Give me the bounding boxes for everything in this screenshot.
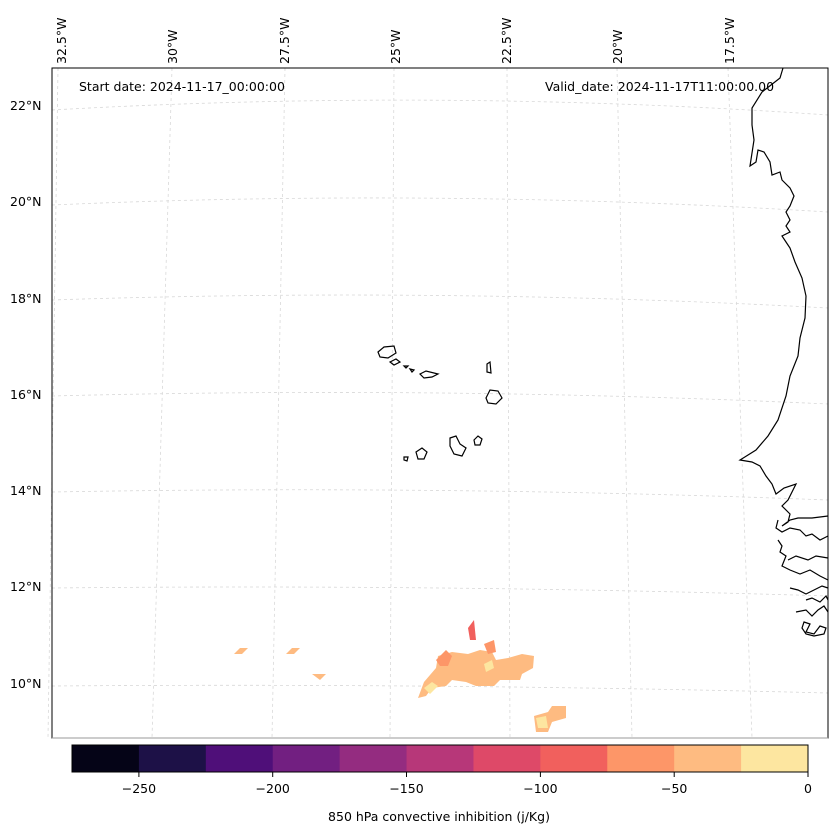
colorbar-bin xyxy=(138,745,207,772)
cin-patch-west2 xyxy=(286,648,300,654)
colorbar-tick-label: −150 xyxy=(389,781,424,796)
colorbar-tick-label: −100 xyxy=(523,781,558,796)
island-sao-vicente xyxy=(388,358,402,366)
cin-patches xyxy=(234,620,566,732)
lon-label: 17.5°W xyxy=(722,17,737,64)
island-sao-nicolau-2 xyxy=(418,370,440,379)
cin-patch-main-weak2 xyxy=(484,660,494,672)
cin-patch-west3 xyxy=(312,674,326,680)
colorbar-bin xyxy=(272,745,341,772)
island-santiago xyxy=(449,435,467,457)
cin-patch-south-weak xyxy=(536,716,548,728)
colorbar-bin xyxy=(741,745,809,772)
lat-label: 18°N xyxy=(10,291,42,306)
colorbar-bin xyxy=(205,745,274,772)
lat-label: 14°N xyxy=(10,483,42,498)
lat-label: 16°N xyxy=(10,387,42,402)
colorbar-tick-label: 0 xyxy=(804,781,812,796)
colorbar-bin xyxy=(339,745,408,772)
island-sal xyxy=(486,360,492,374)
lat-label: 22°N xyxy=(10,98,42,113)
cin-patch-west1 xyxy=(234,648,248,654)
colorbar-tick-label: −50 xyxy=(660,781,688,796)
cin-patch-main xyxy=(418,650,534,698)
island-santa-luzia xyxy=(402,365,410,369)
island-sao-nicolau xyxy=(408,368,416,373)
colorbar-bin xyxy=(607,745,675,772)
colorbar-bin xyxy=(72,745,140,772)
island-boa-vista xyxy=(485,389,503,405)
cin-patch-main-strong3 xyxy=(484,640,496,654)
colorbar-bin xyxy=(406,745,474,772)
cin-patch-main-strong2 xyxy=(468,620,476,640)
cape-verde-islands xyxy=(377,345,503,462)
colorbar-ticks xyxy=(138,772,809,777)
island-fogo xyxy=(415,447,428,460)
cin-patch-main-weak xyxy=(424,682,438,694)
island-santo-antao xyxy=(377,345,397,359)
colorbar-tick-label: −200 xyxy=(255,781,290,796)
map-frame xyxy=(51,67,829,739)
lon-label: 25°W xyxy=(388,29,403,64)
lon-label: 20°W xyxy=(610,29,625,64)
lat-label: 12°N xyxy=(10,579,42,594)
lat-label: 10°N xyxy=(10,676,42,691)
graticule xyxy=(47,67,829,739)
africa-coastline xyxy=(738,67,829,637)
island-brava xyxy=(403,456,409,462)
start-date-label: Start date: 2024-11-17_00:00:00 xyxy=(79,79,285,94)
valid-date-label: Valid_date: 2024-11-17T11:00:00.00 xyxy=(545,79,775,94)
colorbar-bin xyxy=(674,745,742,772)
colorbar-bin xyxy=(540,745,608,772)
colorbar-frame xyxy=(71,744,809,773)
colorbar-bin xyxy=(473,745,541,772)
island-maio xyxy=(473,435,483,446)
lon-label: 22.5°W xyxy=(499,17,514,64)
lat-label: 20°N xyxy=(10,194,42,209)
colorbar-label: 850 hPa convective inhibition (j/Kg) xyxy=(328,809,550,824)
colorbar-tick-label: −250 xyxy=(121,781,157,796)
lon-label: 32.5°W xyxy=(54,17,69,64)
colorbar xyxy=(72,745,809,772)
lon-label: 30°W xyxy=(165,29,180,64)
cin-patch-main-strong xyxy=(436,650,452,666)
lon-label: 27.5°W xyxy=(277,17,292,64)
